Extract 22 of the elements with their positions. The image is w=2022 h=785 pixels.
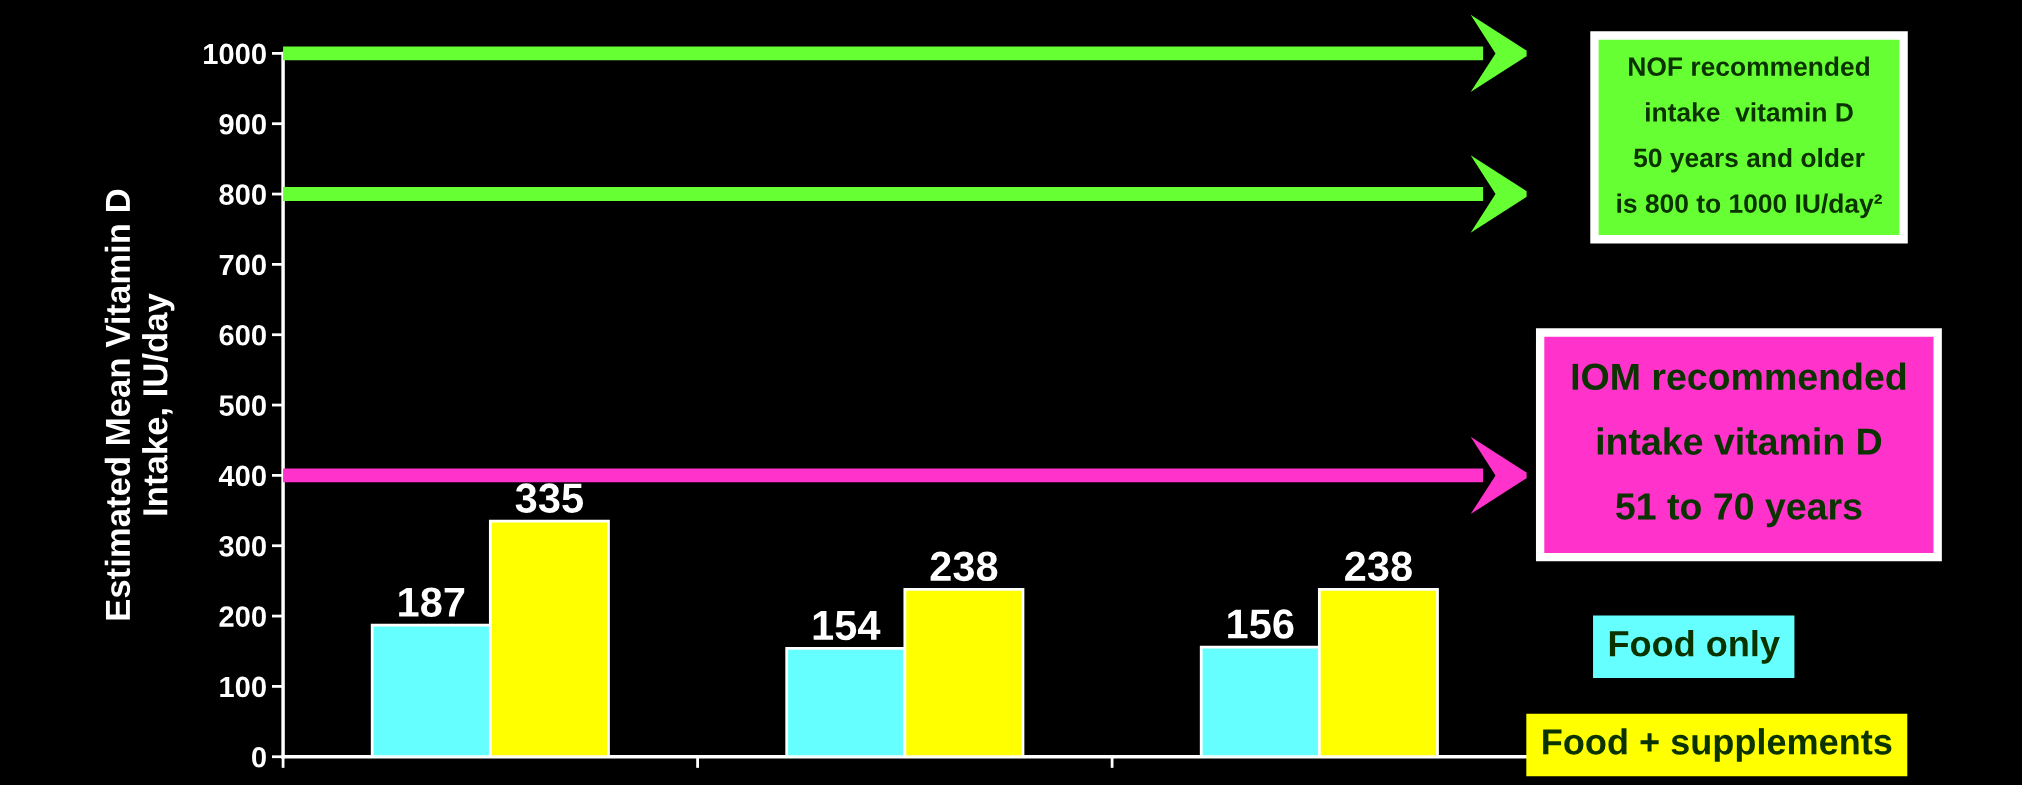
data-label: 156	[1228, 609, 1294, 639]
y-tick-label: 100	[220, 676, 266, 698]
data-label: 187	[399, 587, 465, 617]
y-tick-label: 700	[219, 254, 266, 276]
y-tick-label: 500	[219, 395, 266, 416]
y-tick-label: 0	[252, 746, 266, 768]
y-tick-label: 800	[219, 184, 266, 205]
text: Food only	[1609, 630, 1780, 664]
data-label: 154	[813, 611, 881, 641]
y-tick-label: 200	[219, 606, 266, 627]
text: NOF recommended intake vitamin D 50 years and older is 800 to 1000 IU/day²	[1617, 56, 1882, 219]
ref-line-label: IOM recommended intake vitamin D 51 to 70 years	[1572, 362, 1906, 528]
data-label: 335	[515, 483, 583, 513]
y-tick-label: 900	[219, 113, 266, 135]
data-label: 238	[1345, 551, 1412, 582]
data-label: 238	[930, 551, 998, 582]
y-tick-label: 600	[219, 324, 266, 346]
y-tick-label: 1000	[204, 43, 266, 65]
y-tick-label: 300	[219, 535, 266, 557]
y-axis-title: Estimated Mean Vitamin D Intake, IU/day	[104, 189, 175, 620]
y-tick-label: 400	[218, 465, 266, 487]
text: Food + supplements	[1543, 728, 1892, 762]
